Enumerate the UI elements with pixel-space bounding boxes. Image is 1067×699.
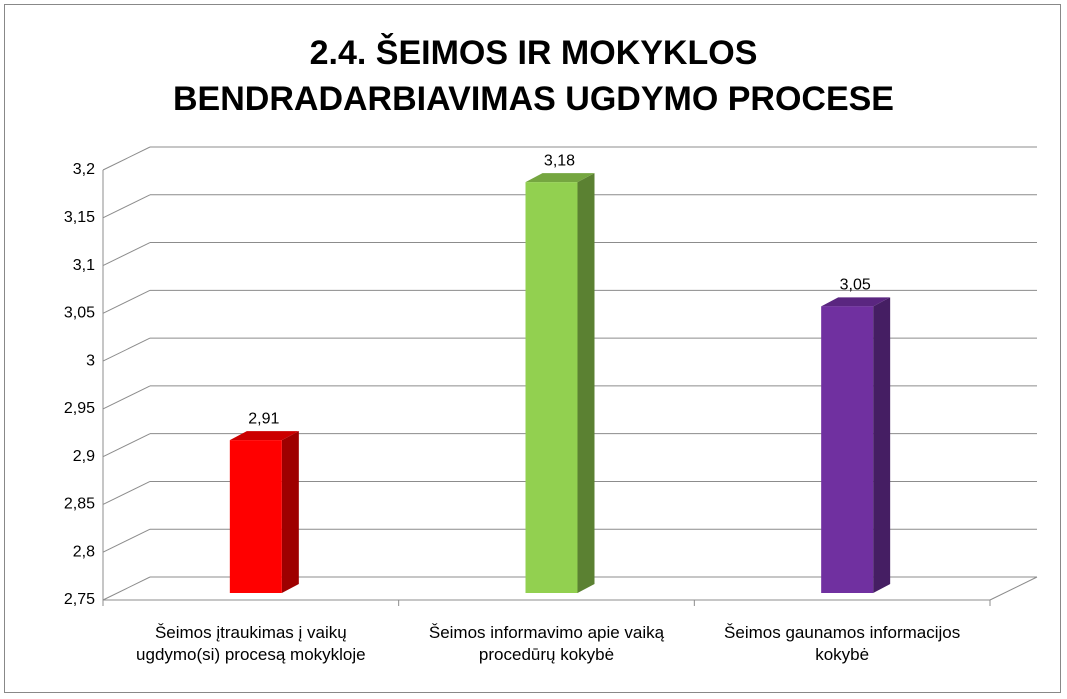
grid-line-depth	[102, 480, 151, 505]
grid-line-depth	[102, 242, 151, 267]
value-label: 3,18	[544, 152, 575, 169]
y-tick-label: 3,1	[73, 257, 95, 274]
bar-side	[281, 431, 299, 593]
grid-line-depth	[102, 337, 151, 362]
y-tick-label: 3,2	[73, 161, 95, 178]
y-tick-label: 2,8	[73, 543, 95, 560]
bar	[229, 440, 282, 593]
value-label: 2,91	[248, 410, 279, 427]
bar-top	[821, 297, 891, 307]
grid-line-depth	[102, 146, 151, 171]
bar-side	[873, 297, 891, 593]
chart-title: 2.4. ŠEIMOS IR MOKYKLOS BENDRADARBIAVIMA…	[173, 34, 894, 118]
y-tick-label: 2,85	[64, 496, 95, 513]
bar-top	[525, 173, 595, 183]
y-tick-label: 3	[86, 352, 95, 369]
bar-top	[229, 431, 299, 441]
x-tick-label: Šeimos gaunamos informacijos kokybė	[724, 623, 961, 664]
grid-line-depth	[102, 528, 151, 553]
frame	[4, 4, 1061, 693]
y-tick-label: 3,05	[64, 305, 95, 322]
grid-line-depth	[102, 385, 151, 410]
bar	[525, 182, 578, 593]
y-tick-label: 2,75	[64, 591, 95, 608]
y-tick-label: 2,95	[64, 400, 95, 417]
y-tick-label: 2,9	[73, 448, 95, 465]
x-tick-label: Šeimos informavimo apie vaiką procedūrų …	[428, 623, 665, 664]
floor-edge	[989, 576, 1038, 601]
grid-line-depth	[102, 433, 151, 458]
x-tick-label: Šeimos įtraukimas į vaikų ugdymo(si) pro…	[136, 623, 366, 664]
grid-line-depth	[102, 576, 151, 601]
grid-line-depth	[102, 289, 151, 314]
bar-side	[577, 173, 595, 593]
grid-line-depth	[102, 194, 151, 219]
y-tick-label: 3,15	[64, 209, 95, 226]
bar	[821, 306, 874, 593]
value-label: 3,05	[840, 277, 871, 294]
